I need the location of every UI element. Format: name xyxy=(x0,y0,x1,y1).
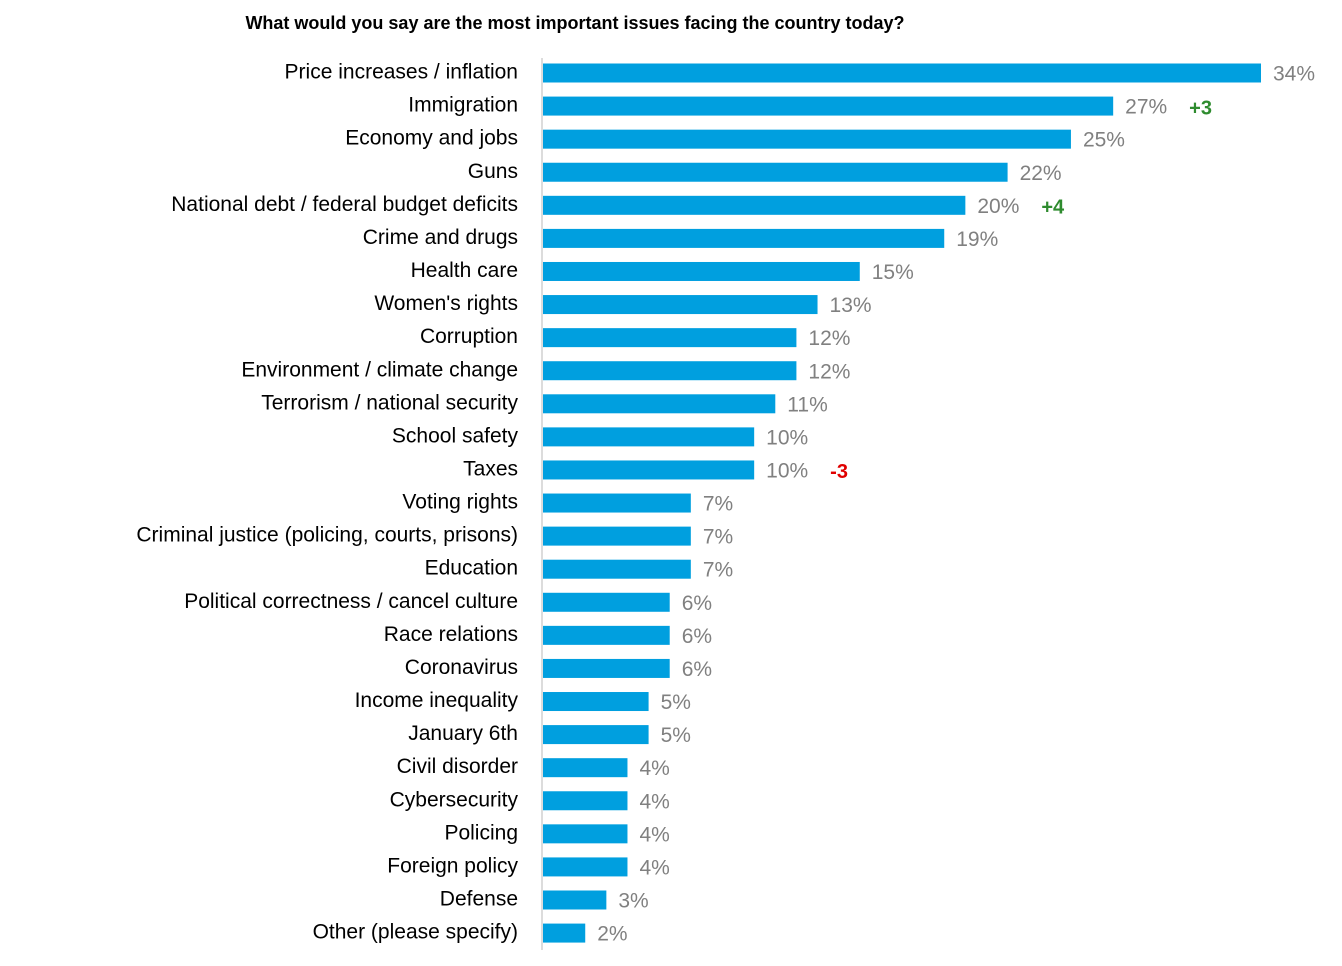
value-label: 7% xyxy=(703,526,733,549)
category-label: Income inequality xyxy=(355,689,519,712)
category-label: Other (please specify) xyxy=(313,921,518,944)
bar xyxy=(543,725,649,745)
value-label: 4% xyxy=(639,823,669,846)
value-label: 5% xyxy=(661,724,691,747)
bar xyxy=(543,96,1114,116)
value-label: 6% xyxy=(682,625,712,648)
value-label: 10% xyxy=(766,426,808,449)
change-label: +4 xyxy=(1041,197,1065,219)
change-label: +3 xyxy=(1189,97,1212,119)
value-label: 6% xyxy=(682,658,712,681)
value-label: 15% xyxy=(872,261,914,284)
bar xyxy=(543,460,755,480)
category-label: Voting rights xyxy=(402,491,518,514)
chart-title: What would you say are the most importan… xyxy=(245,13,904,33)
value-label: 34% xyxy=(1273,63,1315,86)
category-label: School safety xyxy=(392,424,519,447)
bar xyxy=(543,758,628,778)
category-label: Health care xyxy=(411,259,518,282)
value-label: 27% xyxy=(1125,96,1167,119)
bar xyxy=(543,559,691,579)
category-label: Taxes xyxy=(463,458,518,481)
category-label: Terrorism / national security xyxy=(261,391,518,414)
bar xyxy=(543,493,691,513)
bar xyxy=(543,625,670,645)
value-label: 7% xyxy=(703,559,733,582)
bar xyxy=(543,427,755,447)
bar xyxy=(543,129,1071,149)
category-label: Policing xyxy=(444,821,518,844)
value-label: 4% xyxy=(639,757,669,780)
category-label: Civil disorder xyxy=(397,755,518,778)
value-label: 10% xyxy=(766,460,808,483)
category-label: Coronavirus xyxy=(405,656,518,679)
bar xyxy=(543,692,649,712)
bar xyxy=(543,658,670,678)
value-label: 2% xyxy=(597,923,627,946)
category-label: Corruption xyxy=(420,325,518,348)
value-label: 19% xyxy=(956,228,998,251)
category-label: Political correctness / cancel culture xyxy=(184,590,518,613)
bar xyxy=(543,824,628,844)
change-label: -3 xyxy=(830,461,848,483)
value-label: 4% xyxy=(639,856,669,879)
category-label: Women's rights xyxy=(374,292,518,315)
category-label: Race relations xyxy=(384,623,518,646)
bar xyxy=(543,526,691,546)
category-label: Guns xyxy=(468,160,518,183)
category-label: National debt / federal budget deficits xyxy=(171,193,518,216)
value-label: 7% xyxy=(703,493,733,516)
category-label: Foreign policy xyxy=(387,854,518,877)
bar xyxy=(543,228,945,248)
value-label: 3% xyxy=(618,890,648,913)
bar xyxy=(543,592,670,612)
value-label: 6% xyxy=(682,592,712,615)
value-label: 4% xyxy=(639,790,669,813)
bar xyxy=(543,923,586,943)
category-label: January 6th xyxy=(408,722,518,745)
category-label: Price increases / inflation xyxy=(285,61,518,84)
category-label: Immigration xyxy=(408,94,518,117)
bar xyxy=(543,63,1261,83)
value-label: 25% xyxy=(1083,129,1125,152)
bar xyxy=(543,295,818,315)
value-label: 12% xyxy=(808,360,850,383)
value-label: 22% xyxy=(1020,162,1062,185)
bar xyxy=(543,791,628,811)
bar xyxy=(543,261,860,281)
value-label: 5% xyxy=(661,691,691,714)
bar xyxy=(543,857,628,877)
value-label: 13% xyxy=(830,294,872,317)
category-label: Cybersecurity xyxy=(390,788,519,811)
bar xyxy=(543,328,797,348)
category-label: Defense xyxy=(440,888,518,911)
category-label: Environment / climate change xyxy=(241,358,518,381)
category-label: Criminal justice (policing, courts, pris… xyxy=(136,524,518,547)
value-label: 11% xyxy=(787,393,827,416)
bar xyxy=(543,361,797,381)
value-label: 20% xyxy=(977,195,1019,218)
value-label: 12% xyxy=(808,327,850,350)
category-label: Education xyxy=(425,557,518,580)
bar xyxy=(543,394,776,414)
category-label: Crime and drugs xyxy=(363,226,518,249)
category-label: Economy and jobs xyxy=(345,127,518,150)
bar xyxy=(543,195,966,215)
bar xyxy=(543,162,1008,182)
bar xyxy=(543,890,607,910)
